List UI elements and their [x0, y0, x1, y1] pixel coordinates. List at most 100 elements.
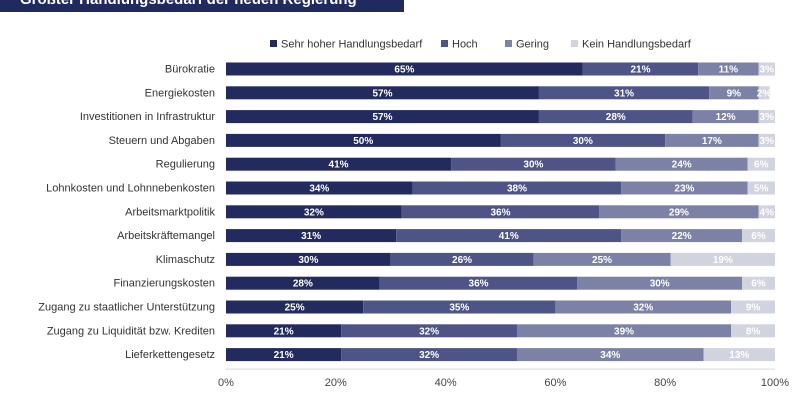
bar-segment [538, 110, 693, 124]
data-label: 11% [719, 65, 739, 76]
data-label: 50% [353, 136, 373, 147]
data-label: 31% [614, 88, 634, 99]
bar-segment [742, 229, 775, 243]
category-label: Arbeitskräftemangel [117, 230, 215, 242]
data-label: 9% [727, 88, 742, 99]
x-axis: 0% 20% 40% 60% 80% 100% [218, 368, 789, 389]
category-label: Bürokratie [165, 64, 215, 76]
category-label: Regulierung [156, 159, 215, 171]
x-tick-label: 60% [544, 377, 566, 389]
bar-segment [226, 62, 583, 76]
bar-segment [500, 133, 666, 147]
legend-swatch [270, 40, 277, 47]
bar-segment [599, 205, 759, 219]
data-label: 12% [716, 112, 736, 123]
category-label: Klimaschutz [156, 254, 215, 266]
bar-segment [379, 276, 578, 290]
bar-segment [709, 86, 759, 100]
data-label: 25% [592, 255, 612, 266]
bar-segment [538, 86, 710, 100]
chart-title: Größter Handlungsbedarf der neuen Regier… [20, 0, 357, 8]
data-label: 32% [419, 326, 439, 337]
legend: Sehr hoher Handlungsbedarf Hoch Gering Kein… [270, 39, 692, 51]
data-label: 38% [507, 184, 527, 195]
data-label: 34% [600, 350, 620, 361]
title-banner: Größter Handlungsbedarf der neuen Regier… [0, 0, 404, 12]
bar-segment [226, 300, 364, 314]
data-label: 41% [329, 160, 349, 171]
category-label: Steuern und Abgaben [109, 135, 215, 147]
legend-label: Kein Handlungsbedarf [582, 39, 692, 51]
data-label: 22% [672, 231, 692, 242]
data-label: 21% [630, 65, 650, 76]
bar-segment [698, 62, 759, 76]
data-label: 57% [372, 88, 392, 99]
bar-segment [226, 181, 413, 195]
data-label: 28% [293, 279, 313, 290]
data-label: 3% [760, 65, 775, 76]
data-label: 5% [754, 184, 769, 195]
legend-swatch [441, 40, 448, 47]
bar-segment [555, 300, 732, 314]
data-label: 21% [274, 350, 294, 361]
bar-segment [621, 229, 743, 243]
category-label: Zugang zu staatlicher Unterstützung [38, 302, 215, 314]
bar-segment [758, 133, 775, 147]
data-label: 30% [523, 160, 543, 171]
data-label: 17% [702, 136, 722, 147]
data-label: 24% [672, 160, 692, 171]
bar-segment [747, 157, 775, 171]
bar-segment [226, 276, 380, 290]
bar-segment [226, 110, 539, 124]
data-label: 6% [754, 160, 769, 171]
data-label: 34% [309, 184, 329, 195]
legend-swatch [505, 40, 512, 47]
bars: 65% 21% 11% 3% 57% 31% 9% 2% 57% 28% 12% 3% 50% 30% 17… [226, 62, 775, 362]
bar-segment [226, 348, 342, 362]
data-label: 36% [469, 279, 489, 290]
bar-segment [516, 324, 732, 338]
bar-segment [226, 157, 452, 171]
bar-segment [390, 252, 534, 266]
category-label: Energiekosten [145, 87, 215, 99]
bar-segment [451, 157, 616, 171]
data-label: 30% [573, 136, 593, 147]
data-label: 31% [301, 231, 321, 242]
data-label: 9% [746, 303, 761, 314]
x-tick-label: 40% [435, 377, 457, 389]
data-label: 23% [674, 184, 694, 195]
category-labels: Bürokratie Energiekosten Investitionen in … [38, 64, 215, 362]
data-label: 32% [633, 303, 653, 314]
x-tick-label: 80% [654, 377, 676, 389]
bar-segment [226, 229, 397, 243]
bar-segment [758, 86, 770, 100]
category-label: Investitionen in Infrastruktur [80, 111, 215, 123]
bar-segment [747, 181, 775, 195]
data-label: 19% [713, 255, 733, 266]
data-label: 32% [419, 350, 439, 361]
bar-segment [341, 348, 517, 362]
bar-segment [758, 110, 775, 124]
category-label: Finanzierungskosten [113, 278, 215, 290]
data-label: 26% [452, 255, 472, 266]
bar-segment [401, 205, 600, 219]
data-label: 6% [751, 279, 766, 290]
data-label: 4% [760, 207, 775, 218]
bar-segment [516, 348, 704, 362]
data-label: 41% [499, 231, 519, 242]
bar-segment [226, 324, 342, 338]
data-label: 65% [394, 65, 414, 76]
bar-segment [341, 324, 517, 338]
bar-segment [412, 181, 622, 195]
bar-segment [615, 157, 748, 171]
data-label: 3% [760, 136, 775, 147]
data-label: 36% [490, 207, 510, 218]
category-label: Lohnkosten und Lohnnebenkosten [46, 183, 215, 195]
x-tick-label: 100% [761, 377, 789, 389]
bar-segment [621, 181, 748, 195]
legend-label: Hoch [452, 39, 478, 51]
data-label: 2% [757, 88, 772, 99]
category-label: Arbeitsmarktpolitik [125, 206, 215, 218]
bar-segment [363, 300, 556, 314]
